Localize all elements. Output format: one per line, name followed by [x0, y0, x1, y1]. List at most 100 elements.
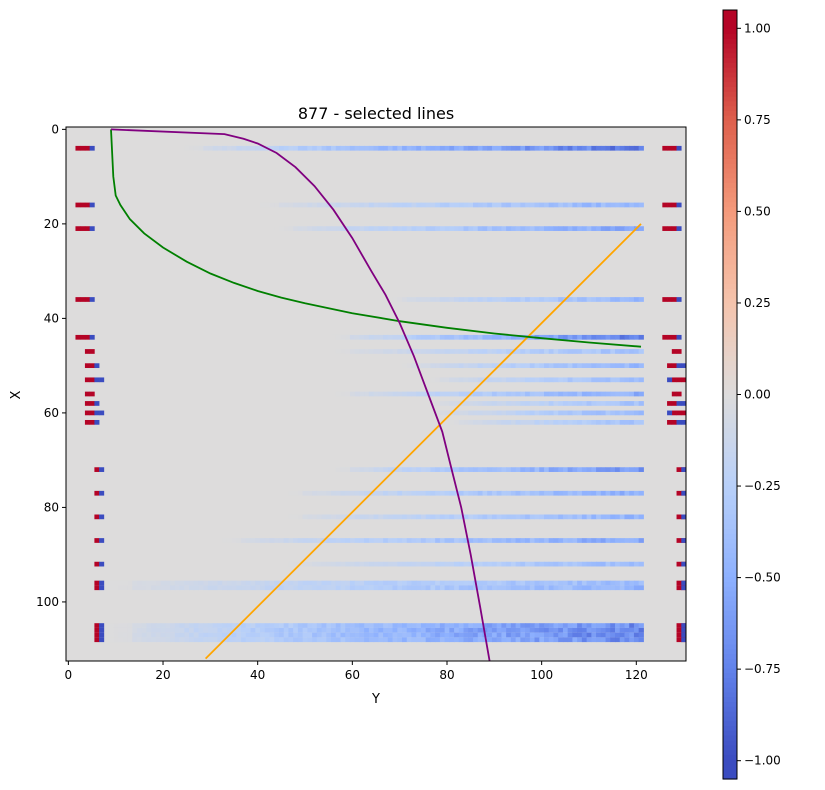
heatmap-cell: [586, 202, 592, 208]
heatmap-cell: [525, 202, 531, 208]
heatmap-cell: [491, 637, 498, 643]
heatmap-cell: [610, 580, 616, 586]
heatmap-cell: [307, 490, 313, 496]
heatmap-cell: [681, 410, 686, 416]
heatmap-cell: [435, 226, 441, 231]
heatmap-cell: [231, 538, 237, 543]
heatmap-cell: [127, 580, 133, 586]
heatmap-cell: [586, 334, 592, 340]
heatmap-cell: [435, 623, 441, 628]
heatmap-cell: [572, 377, 578, 383]
heatmap-cell: [676, 334, 682, 340]
heatmap-cell: [416, 580, 422, 586]
heatmap-cell: [383, 538, 389, 543]
heatmap-cell: [245, 632, 252, 638]
heatmap-cell: [207, 623, 214, 628]
heatmap-cell: [577, 585, 583, 591]
heatmap-cell: [179, 632, 185, 638]
heatmap-cell: [207, 145, 214, 151]
heatmap-cell: [236, 637, 242, 643]
heatmap-cell: [425, 490, 431, 496]
colorbar-segment: [723, 548, 737, 554]
heatmap-cell: [572, 401, 578, 406]
heatmap-cell: [203, 637, 209, 643]
heatmap-cell: [515, 580, 521, 586]
heatmap-cell: [562, 419, 569, 425]
heatmap-cell: [345, 467, 351, 472]
heatmap-cell: [174, 627, 181, 633]
heatmap-cell: [567, 377, 573, 383]
heatmap-cell: [667, 334, 673, 340]
heatmap-cell: [619, 490, 625, 496]
heatmap-cell: [562, 401, 569, 406]
heatmap-cell: [179, 637, 185, 643]
heatmap-cell: [378, 637, 384, 643]
heatmap-cell: [359, 627, 365, 633]
heatmap-cell: [340, 467, 346, 472]
heatmap-cell: [572, 623, 578, 628]
colorbar-segment: [723, 307, 737, 314]
heatmap-cell: [359, 580, 365, 586]
heatmap-cell: [553, 632, 559, 638]
colorbar-segment: [723, 423, 737, 429]
heatmap-cell: [174, 632, 181, 638]
heatmap-cell: [544, 401, 550, 406]
heatmap-cell: [510, 623, 517, 628]
heatmap-cell: [118, 580, 124, 586]
heatmap-cell: [89, 145, 95, 151]
heatmap-cell: [439, 632, 446, 638]
heatmap-cell: [425, 410, 431, 416]
heatmap-cell: [600, 410, 607, 416]
heatmap-cell: [430, 391, 436, 397]
heatmap-cell: [539, 561, 545, 567]
heatmap-cell: [283, 538, 289, 543]
heatmap-cell: [383, 391, 389, 397]
heatmap-cell: [302, 514, 308, 520]
colorbar-segment: [723, 96, 737, 102]
heatmap-cell: [420, 632, 427, 638]
colorbar-segment: [723, 356, 737, 362]
heatmap-cell: [297, 585, 304, 591]
heatmap-cell: [212, 145, 218, 151]
heatmap-cell: [420, 490, 427, 496]
heatmap-cell: [496, 297, 502, 302]
heatmap-cell: [567, 363, 573, 369]
colorbar-segment: [723, 481, 737, 487]
heatmap-cell: [75, 334, 81, 340]
heatmap-cell: [345, 637, 351, 643]
colorbar-segment: [723, 630, 737, 636]
heatmap-cell: [501, 585, 507, 591]
heatmap-cell: [99, 632, 105, 638]
heatmap-cell: [302, 490, 308, 496]
heatmap-cell: [99, 467, 105, 472]
colorbar-segment: [723, 250, 737, 256]
heatmap-cell: [430, 202, 436, 208]
heatmap-cell: [179, 585, 185, 591]
heatmap-cell: [638, 637, 644, 643]
heatmap-cell: [577, 623, 583, 628]
heatmap-cell: [94, 419, 100, 425]
heatmap-cell: [520, 145, 526, 151]
heatmap-cell: [411, 632, 417, 638]
heatmap-cell: [439, 334, 446, 340]
heatmap-cell: [624, 410, 630, 416]
heatmap-cell: [231, 632, 237, 638]
heatmap-cell: [278, 627, 285, 633]
heatmap-cell: [605, 297, 611, 302]
heatmap-cell: [165, 585, 171, 591]
heatmap-cell: [189, 580, 195, 586]
heatmap-cell: [151, 580, 157, 586]
heatmap-cell: [567, 334, 573, 340]
heatmap-cell: [89, 410, 95, 416]
heatmap-cell: [548, 538, 554, 543]
heatmap-cell: [506, 467, 512, 472]
heatmap-cell: [321, 490, 327, 496]
heatmap-cell: [624, 419, 630, 425]
heatmap-cell: [610, 202, 616, 208]
heatmap-cell: [482, 202, 488, 208]
heatmap-cell: [562, 627, 569, 633]
heatmap-cell: [364, 637, 370, 643]
heatmap-cell: [591, 419, 597, 425]
heatmap-cell: [615, 410, 621, 416]
heatmap-cell: [397, 467, 403, 472]
